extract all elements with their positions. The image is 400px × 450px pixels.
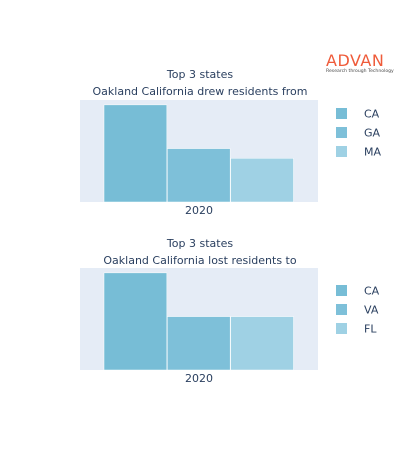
- chart-1-title-line-1: Top 3 states: [166, 68, 233, 81]
- chart-2-legend-swatch-va: [336, 304, 347, 315]
- chart-2-bar-fl: [230, 316, 294, 371]
- chart-1-bar-ca: [103, 104, 168, 203]
- chart-1-legend-swatch-ca: [336, 108, 347, 119]
- chart-1-legend-label-ga: GA: [364, 127, 381, 140]
- chart-2-bar-ca: [103, 272, 168, 371]
- chart-1-legend-label-ca: CA: [364, 108, 380, 121]
- chart-1-legend-swatch-ma: [336, 146, 347, 157]
- chart-1-x-tick-label: 2020: [185, 204, 213, 217]
- chart-2-x-tick-label: 2020: [185, 372, 213, 385]
- chart-1: Top 3 states Oakland California drew resi…: [80, 68, 381, 217]
- advan-logo: ADVAN Research through Technology: [326, 52, 396, 78]
- chart-2-legend-label-va: VA: [364, 304, 379, 317]
- chart-2-legend-swatch-ca: [336, 285, 347, 296]
- chart-2-legend-label-ca: CA: [364, 285, 380, 298]
- chart-1-legend-swatch-ga: [336, 127, 347, 138]
- logo-wordmark: ADVAN: [326, 51, 385, 70]
- chart-2-legend-swatch-fl: [336, 323, 347, 334]
- chart-1-legend-label-ma: MA: [364, 146, 381, 159]
- chart-1-bar-ga: [167, 148, 231, 203]
- chart-2: Top 3 states Oakland California lost resi…: [80, 237, 380, 385]
- chart-1-bar-ma: [230, 158, 294, 203]
- logo-tagline: Research through Technology: [326, 69, 394, 74]
- chart-1-title-line-2: Oakland California drew residents from: [93, 85, 308, 98]
- chart-2-legend-label-fl: FL: [364, 323, 377, 336]
- chart-2-title-line-1: Top 3 states: [166, 237, 233, 250]
- chart-2-title-line-2: Oakland California lost residents to: [103, 254, 296, 267]
- chart-2-bar-va: [167, 316, 231, 371]
